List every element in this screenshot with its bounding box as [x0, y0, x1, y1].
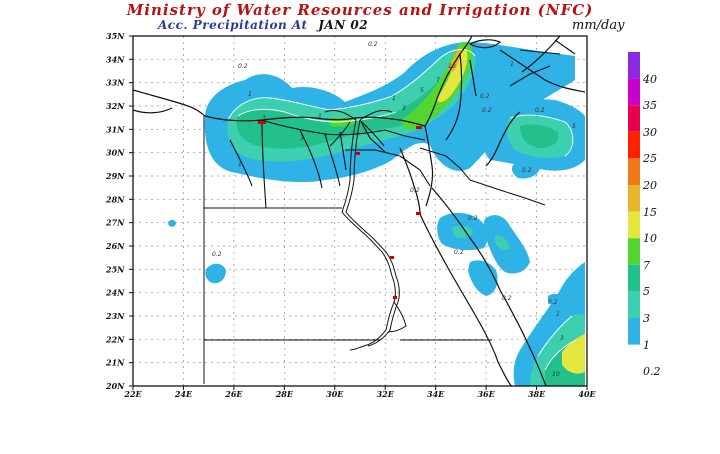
- longitude-tick-label: 38E: [528, 389, 546, 399]
- contour-label: 1: [392, 95, 396, 102]
- contour-label: 0.2: [548, 299, 558, 306]
- legend-swatch: [628, 291, 640, 318]
- contour-label: 0.2: [482, 107, 492, 114]
- latitude-tick-label: 35N: [106, 31, 125, 41]
- legend-value-label: 25: [643, 152, 657, 166]
- contour-label: 0.2: [502, 295, 512, 302]
- contour-label: 0.2: [238, 63, 248, 70]
- legend-value-label: 3: [643, 312, 650, 325]
- contour-label: 3: [402, 105, 406, 112]
- latitude-tick-label: 31N: [106, 124, 125, 134]
- latitude-tick-label: 27N: [105, 218, 125, 228]
- contour-label: 0.2: [468, 215, 478, 222]
- contour-label: 0.2: [454, 249, 464, 256]
- latitude-tick-label: 25N: [105, 264, 125, 274]
- longitude-tick-label: 40E: [578, 389, 596, 399]
- contour-label: 1: [556, 311, 560, 318]
- longitude-axis: 22E 24E 26E 28E 30E 32E 34E 36E 38E 40E: [123, 386, 597, 399]
- map-frame: [132, 35, 588, 387]
- contour-label: 0.2: [212, 251, 222, 258]
- legend-value-label: 30: [643, 125, 657, 139]
- forecast-date: JAN 02: [318, 18, 369, 32]
- longitude-tick-label: 32E: [377, 389, 395, 399]
- contour-label: 0.2: [535, 107, 545, 114]
- legend-swatch: [628, 318, 640, 345]
- latitude-tick-label: 33N: [106, 78, 125, 88]
- contour-label: 0.2: [368, 41, 378, 48]
- contour-value-labels: 0.2 0.2 0.2 0.2 0.2 0.2 0.2 0.2 0.2 0.2 …: [212, 41, 576, 378]
- contour-label: 0.2: [522, 167, 532, 174]
- station-markers: [258, 121, 422, 299]
- contour-label: 3: [300, 135, 304, 142]
- legend-swatch: [628, 185, 640, 212]
- latitude-tick-label: 26N: [105, 241, 125, 251]
- contour-label: 5: [420, 87, 424, 94]
- latitude-tick-label: 30N: [106, 148, 125, 158]
- precip-shading: [168, 41, 585, 386]
- latitude-tick-label: 32N: [106, 101, 125, 111]
- latitude-tick-label: 20N: [105, 381, 125, 391]
- latitude-tick-label: 28N: [105, 194, 125, 204]
- legend-value-label: 35: [643, 99, 657, 113]
- legend-value-label: 20: [643, 179, 657, 192]
- contour-label: 10: [448, 63, 456, 70]
- contour-label: 1: [238, 161, 242, 168]
- legend-swatch: [628, 105, 640, 132]
- legend-value-label: 0.2: [643, 365, 661, 379]
- contour-label: 7: [436, 77, 440, 84]
- latitude-tick-label: 34N: [106, 54, 125, 64]
- contour-label: 1: [248, 91, 252, 98]
- legend-colorbar: [628, 52, 640, 345]
- legend-value-label: 1: [643, 338, 650, 352]
- legend-swatch: [628, 52, 640, 79]
- latitude-tick-label: 21N: [105, 358, 125, 368]
- longitude-tick-label: 36E: [477, 389, 495, 399]
- longitude-tick-label: 22E: [123, 389, 142, 399]
- legend-swatch: [628, 78, 640, 106]
- coastlines: [133, 36, 586, 386]
- legend-value-label: 5: [643, 285, 650, 299]
- longitude-tick-label: 30E: [326, 389, 344, 399]
- contour-label: 1: [510, 61, 514, 68]
- legend-swatch: [628, 238, 640, 265]
- subtitle-text: Acc. Precipitation At: [158, 18, 308, 32]
- units-label: mm/day: [572, 18, 625, 33]
- longitude-tick-label: 34E: [427, 389, 445, 399]
- contour-label: 1: [318, 113, 322, 120]
- longitude-tick-label: 26E: [224, 389, 243, 399]
- latitude-tick-label: 22N: [105, 334, 125, 344]
- map-subtitle: Acc. Precipitation At JAN 02: [158, 18, 368, 32]
- legend-swatch: [628, 211, 640, 239]
- contour-label: 10: [552, 371, 560, 378]
- latitude-tick-label: 24N: [105, 288, 125, 298]
- legend-value-label: 7: [643, 258, 650, 272]
- contour-label: 5: [572, 123, 576, 130]
- contour-label: 0.2: [410, 187, 420, 194]
- borders: [203, 49, 561, 384]
- legend-value-label: 10: [643, 232, 657, 246]
- map-title: Ministry of Water Resources and Irrigati…: [126, 1, 594, 19]
- latitude-tick-label: 29N: [105, 171, 125, 181]
- road-network: [229, 39, 576, 209]
- legend-swatch: [628, 158, 640, 185]
- legend-value-label: 40: [643, 72, 657, 86]
- contour-label: 3: [262, 115, 266, 122]
- legend-value-label: 15: [643, 205, 657, 219]
- latitude-tick-label: 23N: [105, 311, 125, 321]
- longitude-tick-label: 24E: [174, 389, 193, 399]
- legend-swatch: [628, 264, 640, 292]
- contour-lines: [227, 49, 577, 371]
- latitude-axis: 35N 34N 33N 32N 31N 30N 29N 28N 27N 26N 25N 24N 23N 2…: [105, 31, 133, 391]
- legend-swatch: [628, 131, 640, 159]
- longitude-tick-label: 28E: [275, 389, 294, 399]
- contour-label: 0.2: [480, 93, 490, 100]
- contour-label: 3: [560, 335, 564, 342]
